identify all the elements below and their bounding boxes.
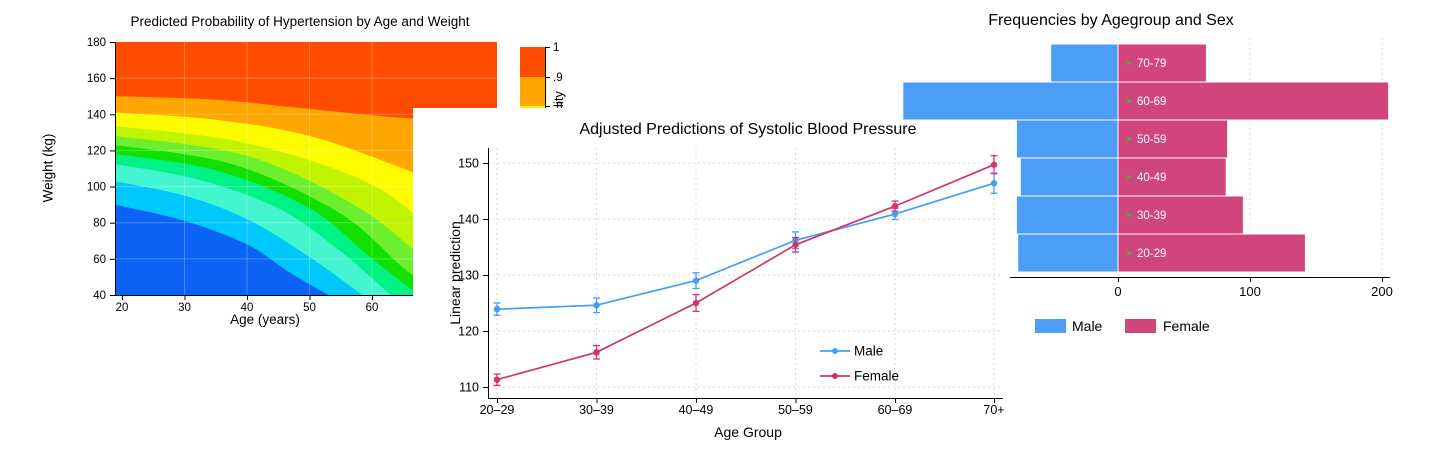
svg-text:60-69: 60-69: [1137, 96, 1166, 108]
contour-y-axis-label: Weight (kg): [40, 133, 56, 203]
svg-text:.9: .9: [553, 72, 563, 84]
pyramid-figure: 70-79 60-69 50-59 40-49 30-39 20-29 0 100 200 Fr…: [902, 0, 1430, 365]
svg-text:.8: .8: [553, 101, 563, 113]
line-title: Adjusted Predictions of Systolic Blood P…: [579, 121, 917, 138]
svg-text:20–29: 20–29: [480, 403, 515, 417]
svg-text:0: 0: [1114, 284, 1121, 299]
svg-text:60: 60: [366, 302, 379, 314]
svg-text:70-79: 70-79: [1137, 58, 1166, 70]
contour-title: Predicted Probability of Hypertension by…: [130, 14, 470, 29]
legend-female-swatch: [1125, 319, 1156, 333]
svg-text:130: 130: [458, 269, 479, 283]
svg-text:120: 120: [87, 145, 106, 157]
svg-text:160: 160: [87, 73, 106, 85]
svg-text:30–39: 30–39: [579, 403, 614, 417]
svg-text:30-39: 30-39: [1137, 210, 1166, 222]
svg-text:40–49: 40–49: [679, 403, 714, 417]
svg-text:30: 30: [178, 302, 191, 314]
svg-text:60–69: 60–69: [878, 403, 913, 417]
line-y-axis-label: Linear prediction: [447, 221, 463, 325]
svg-text:100: 100: [87, 182, 106, 194]
contour-figure: 180 160 140 120 100 80 60 40 20 30 40 50 60 1 .9 .8 lity…: [0, 0, 600, 345]
svg-text:140: 140: [87, 109, 106, 121]
svg-text:180: 180: [87, 37, 106, 49]
line-figure: 150 140 130 120 110 20–29 30–39 40–49 50–59 60–69…: [413, 108, 1010, 470]
pyramid-bars: 70-79 60-69 50-59 40-49 30-39 20-29: [902, 43, 1390, 273]
svg-text:40: 40: [93, 290, 106, 302]
legend-male-label: Male: [1072, 318, 1103, 334]
svg-text:20-29: 20-29: [1137, 248, 1166, 260]
svg-text:110: 110: [459, 381, 479, 395]
contour-x-axis-label: Age (years): [230, 312, 300, 327]
svg-text:50-59: 50-59: [1137, 134, 1166, 146]
svg-text:40: 40: [241, 302, 254, 314]
svg-text:150: 150: [458, 157, 479, 171]
svg-text:60: 60: [93, 254, 106, 266]
svg-text:70+: 70+: [983, 403, 1004, 417]
svg-text:50–59: 50–59: [778, 403, 813, 417]
female-series: [493, 155, 998, 386]
line-x-axis-label: Age Group: [714, 424, 782, 440]
svg-text:1: 1: [553, 42, 559, 54]
line-axes: [483, 148, 1003, 403]
line-legend: Male Female: [820, 344, 899, 384]
legend-male-swatch: [1035, 319, 1066, 333]
svg-text:50: 50: [303, 302, 316, 314]
pyramid-plot: 70-79 60-69 50-59 40-49 30-39 20-29 0 100 200: [902, 38, 1393, 299]
svg-text:140: 140: [458, 213, 479, 227]
legend-female-label: Female: [1163, 318, 1210, 334]
svg-text:40-49: 40-49: [1137, 172, 1166, 184]
svg-text:100: 100: [1239, 284, 1261, 299]
svg-text:120: 120: [458, 325, 479, 339]
svg-text:80: 80: [93, 218, 106, 230]
svg-text:20: 20: [116, 302, 129, 314]
svg-text:Female: Female: [854, 369, 899, 384]
svg-text:Male: Male: [854, 344, 883, 359]
pyramid-title: Frequencies by Agegroup and Sex: [988, 12, 1234, 29]
pyramid-axis: [1010, 277, 1390, 282]
svg-text:200: 200: [1371, 284, 1393, 299]
colorbar-axis-label-fragment: lity: [551, 91, 566, 107]
